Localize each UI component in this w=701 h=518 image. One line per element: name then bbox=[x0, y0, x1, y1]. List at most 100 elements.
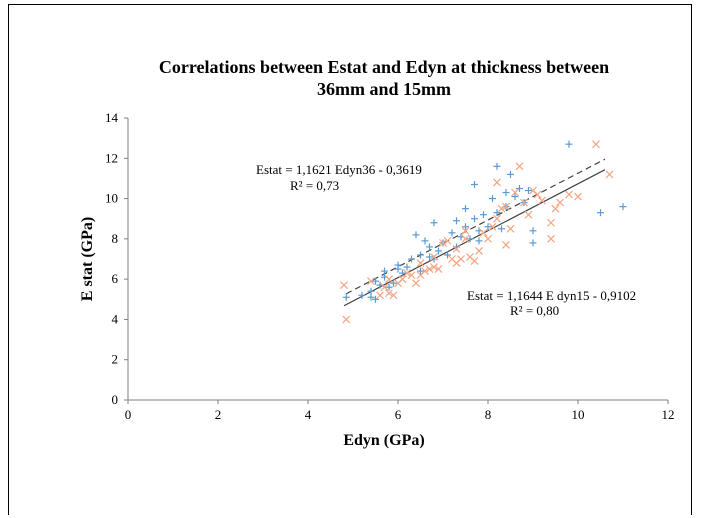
x-tick-label: 4 bbox=[305, 407, 312, 422]
x-tick-label: 2 bbox=[215, 407, 222, 422]
trendlines bbox=[343, 158, 606, 307]
data-point bbox=[443, 236, 452, 245]
x-tick-label: 12 bbox=[662, 407, 675, 422]
data-point bbox=[551, 204, 560, 213]
axes bbox=[127, 118, 668, 401]
data-point bbox=[380, 283, 389, 292]
data-point bbox=[605, 170, 614, 179]
data-point bbox=[489, 195, 496, 203]
data-point bbox=[421, 237, 429, 245]
data-point bbox=[453, 217, 460, 225]
y-axis-label: E stat (GPa) bbox=[79, 217, 96, 301]
data-point bbox=[497, 204, 506, 213]
data-point bbox=[520, 198, 528, 207]
data-point bbox=[394, 261, 402, 269]
data-point bbox=[493, 209, 501, 217]
data-point bbox=[507, 170, 514, 178]
data-point bbox=[358, 291, 366, 299]
data-point bbox=[462, 223, 469, 231]
data-point bbox=[493, 162, 501, 170]
data-point bbox=[434, 265, 443, 273]
data-point bbox=[475, 237, 483, 245]
data-point bbox=[425, 265, 434, 273]
data-point bbox=[417, 251, 424, 259]
data-point bbox=[493, 178, 501, 187]
data-point bbox=[556, 198, 564, 207]
data-point bbox=[524, 210, 533, 219]
data-point bbox=[417, 267, 424, 275]
data-point bbox=[412, 231, 420, 239]
data-point bbox=[389, 291, 398, 300]
equation-36mm: Estat = 1,1621 Edyn36 - 0,3619 bbox=[256, 162, 422, 177]
data-point bbox=[565, 190, 573, 199]
chart-frame bbox=[8, 4, 692, 515]
y-tick-label: 8 bbox=[112, 231, 119, 246]
equation-15mm: Estat = 1,1644 E dyn15 - 0,9102 bbox=[467, 288, 636, 303]
data-point bbox=[439, 238, 447, 247]
data-point bbox=[376, 291, 384, 300]
data-point bbox=[430, 219, 438, 227]
data-point bbox=[385, 283, 393, 291]
data-point bbox=[484, 223, 492, 231]
data-point bbox=[547, 218, 555, 227]
data-point bbox=[619, 203, 627, 211]
x-tick-label: 10 bbox=[572, 407, 585, 422]
data-point bbox=[506, 224, 515, 233]
data-point bbox=[511, 193, 519, 201]
data-point bbox=[448, 229, 456, 237]
data-point bbox=[372, 295, 379, 303]
data-point bbox=[342, 293, 350, 301]
data-point bbox=[471, 180, 478, 188]
data-point bbox=[479, 228, 488, 237]
data-point bbox=[529, 227, 537, 235]
data-point bbox=[529, 239, 537, 247]
data-point bbox=[502, 240, 510, 249]
y-tick-label: 4 bbox=[112, 311, 119, 326]
data-point bbox=[498, 225, 505, 233]
x-axis-label: Edyn (GPa) bbox=[343, 432, 424, 449]
data-point bbox=[493, 214, 501, 223]
data-point bbox=[372, 277, 379, 285]
x-tick-labels: 0 2 4 6 8 10 12 bbox=[125, 400, 675, 422]
data-point bbox=[470, 257, 479, 265]
data-point bbox=[457, 255, 465, 263]
data-point bbox=[430, 263, 438, 271]
data-point bbox=[475, 247, 483, 255]
r2-15mm: R² = 0,80 bbox=[510, 303, 559, 318]
data-point bbox=[466, 235, 474, 243]
data-point bbox=[525, 187, 532, 195]
data-point bbox=[398, 275, 407, 284]
y-tick-label: 6 bbox=[112, 271, 119, 286]
data-point bbox=[538, 196, 546, 205]
data-point bbox=[444, 251, 451, 259]
data-point bbox=[461, 226, 470, 235]
y-tick-label: 2 bbox=[112, 352, 119, 367]
data-point bbox=[516, 185, 523, 192]
data-point bbox=[592, 140, 600, 149]
data-point bbox=[515, 162, 524, 171]
data-point bbox=[426, 253, 433, 261]
r2-36mm: R² = 0,73 bbox=[290, 178, 339, 193]
data-point bbox=[426, 243, 433, 251]
data-point bbox=[511, 188, 519, 197]
data-point bbox=[502, 189, 510, 197]
data-point bbox=[452, 245, 461, 253]
x-tick-label: 0 bbox=[125, 407, 132, 422]
data-point bbox=[381, 267, 388, 275]
data-point bbox=[412, 279, 420, 288]
data-point bbox=[399, 269, 406, 277]
data-point bbox=[407, 271, 416, 280]
x-tick-label: 8 bbox=[485, 407, 492, 422]
data-point bbox=[547, 234, 555, 243]
chart-title-line2: 36mm and 15mm bbox=[317, 79, 451, 99]
data-point bbox=[574, 192, 582, 201]
data-point bbox=[502, 202, 510, 211]
x-tick-label: 6 bbox=[395, 407, 402, 422]
data-point bbox=[416, 259, 425, 267]
y-tick-label: 0 bbox=[112, 392, 119, 407]
data-point bbox=[533, 190, 542, 199]
data-point bbox=[488, 222, 497, 231]
data-point bbox=[565, 140, 573, 148]
data-point bbox=[367, 293, 375, 301]
data-point bbox=[403, 269, 411, 278]
